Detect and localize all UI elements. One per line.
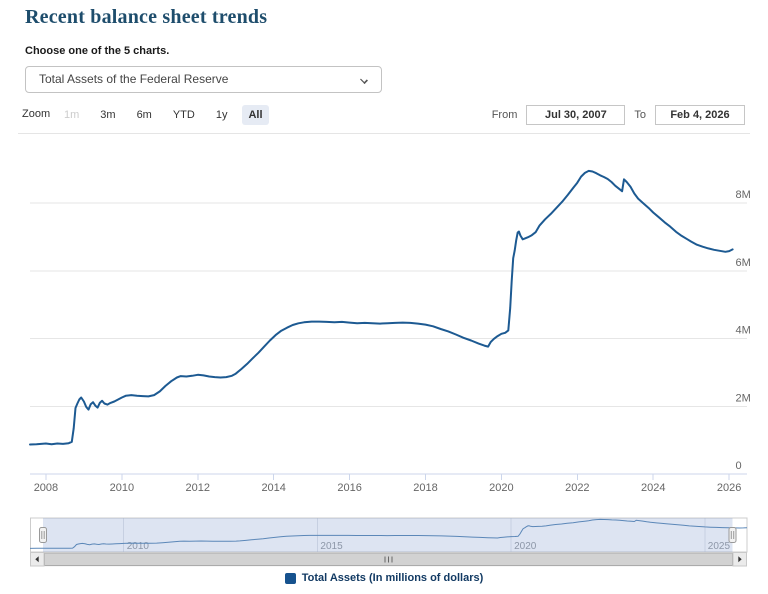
scrollbar[interactable] xyxy=(30,552,747,567)
scrollbar-right-button[interactable] xyxy=(732,552,747,567)
scrollbar-left-button[interactable] xyxy=(30,552,45,567)
zoom-label: Zoom xyxy=(22,108,51,120)
series-line xyxy=(29,169,734,446)
y-tick-label: 2M xyxy=(736,392,751,404)
zoom-button-6m[interactable]: 6m xyxy=(131,105,158,125)
main-gridlines xyxy=(30,202,747,407)
chart-select-value: Total Assets of the Federal Reserve xyxy=(39,72,229,86)
x-tick-label: 2018 xyxy=(413,482,437,494)
x-tick-label: 2026 xyxy=(717,482,741,494)
zoom-button-1m: 1m xyxy=(58,105,85,125)
zoom-button-ytd[interactable]: YTD xyxy=(167,105,201,125)
x-tick-label: 2010 xyxy=(110,482,134,494)
navigator-line xyxy=(29,518,748,549)
navigator[interactable]: 2010 2015 2020 2025 xyxy=(29,517,748,553)
y-axis-labels: 0 2M 4M 6M 8M xyxy=(736,189,751,472)
x-axis: 2008 2010 2012 2014 2016 2018 2020 2022 2024 2026 xyxy=(30,473,747,494)
to-label: To xyxy=(634,109,646,121)
legend-item-total-assets[interactable]: Total Assets (In millions of dollars) xyxy=(0,572,768,584)
navigator-tick-label: 2015 xyxy=(320,541,343,552)
to-date-input[interactable] xyxy=(655,105,745,125)
from-date-input[interactable] xyxy=(526,105,626,125)
x-tick-label: 2008 xyxy=(34,482,58,494)
navigator-tick-label: 2020 xyxy=(514,541,537,552)
from-label: From xyxy=(491,109,518,121)
navigator-mini-chart: 2010 2015 2020 2025 xyxy=(29,518,748,552)
arrow-left-icon xyxy=(35,556,39,563)
navigator-tick-label: 2025 xyxy=(708,541,731,552)
navigator-mask[interactable] xyxy=(43,518,733,552)
y-tick-label: 4M xyxy=(736,325,751,337)
x-tick-label: 2024 xyxy=(641,482,665,494)
chart-select[interactable]: Total Assets of the Federal Reserve xyxy=(25,66,382,93)
total-assets-line xyxy=(29,169,734,446)
page-title: Recent balance sheet trends xyxy=(25,6,268,28)
zoom-buttons: 1m 3m 6m YTD 1y All xyxy=(58,103,269,127)
x-tick-label: 2016 xyxy=(337,482,361,494)
x-tick-label: 2020 xyxy=(489,482,513,494)
arrow-right-icon xyxy=(738,556,742,563)
y-tick-label: 0 xyxy=(736,460,742,472)
x-tick-label: 2022 xyxy=(565,482,589,494)
zoom-button-all[interactable]: All xyxy=(242,105,269,125)
date-range: From To xyxy=(492,105,745,125)
zoom-button-3m[interactable]: 3m xyxy=(94,105,121,125)
y-tick-label: 6M xyxy=(736,257,751,269)
navigator-handle-right[interactable] xyxy=(728,527,737,543)
navigator-tick-label: 2010 xyxy=(127,541,150,552)
legend-marker-icon xyxy=(284,572,296,584)
y-tick-label: 8M xyxy=(736,189,751,201)
range-selector: Zoom 1m 3m 6m YTD 1y All From To xyxy=(0,103,768,127)
x-tick-label: 2012 xyxy=(186,482,210,494)
x-tick-label: 2014 xyxy=(261,482,285,494)
scrollbar-grip-icon xyxy=(384,556,393,563)
chart-chooser-label: Choose one of the 5 charts. xyxy=(25,45,170,57)
legend-label: Total Assets (In millions of dollars) xyxy=(301,572,484,584)
divider xyxy=(18,133,750,134)
chevron-down-icon xyxy=(360,76,368,84)
navigator-handle-left[interactable] xyxy=(39,527,47,543)
zoom-button-1y[interactable]: 1y xyxy=(210,105,234,125)
